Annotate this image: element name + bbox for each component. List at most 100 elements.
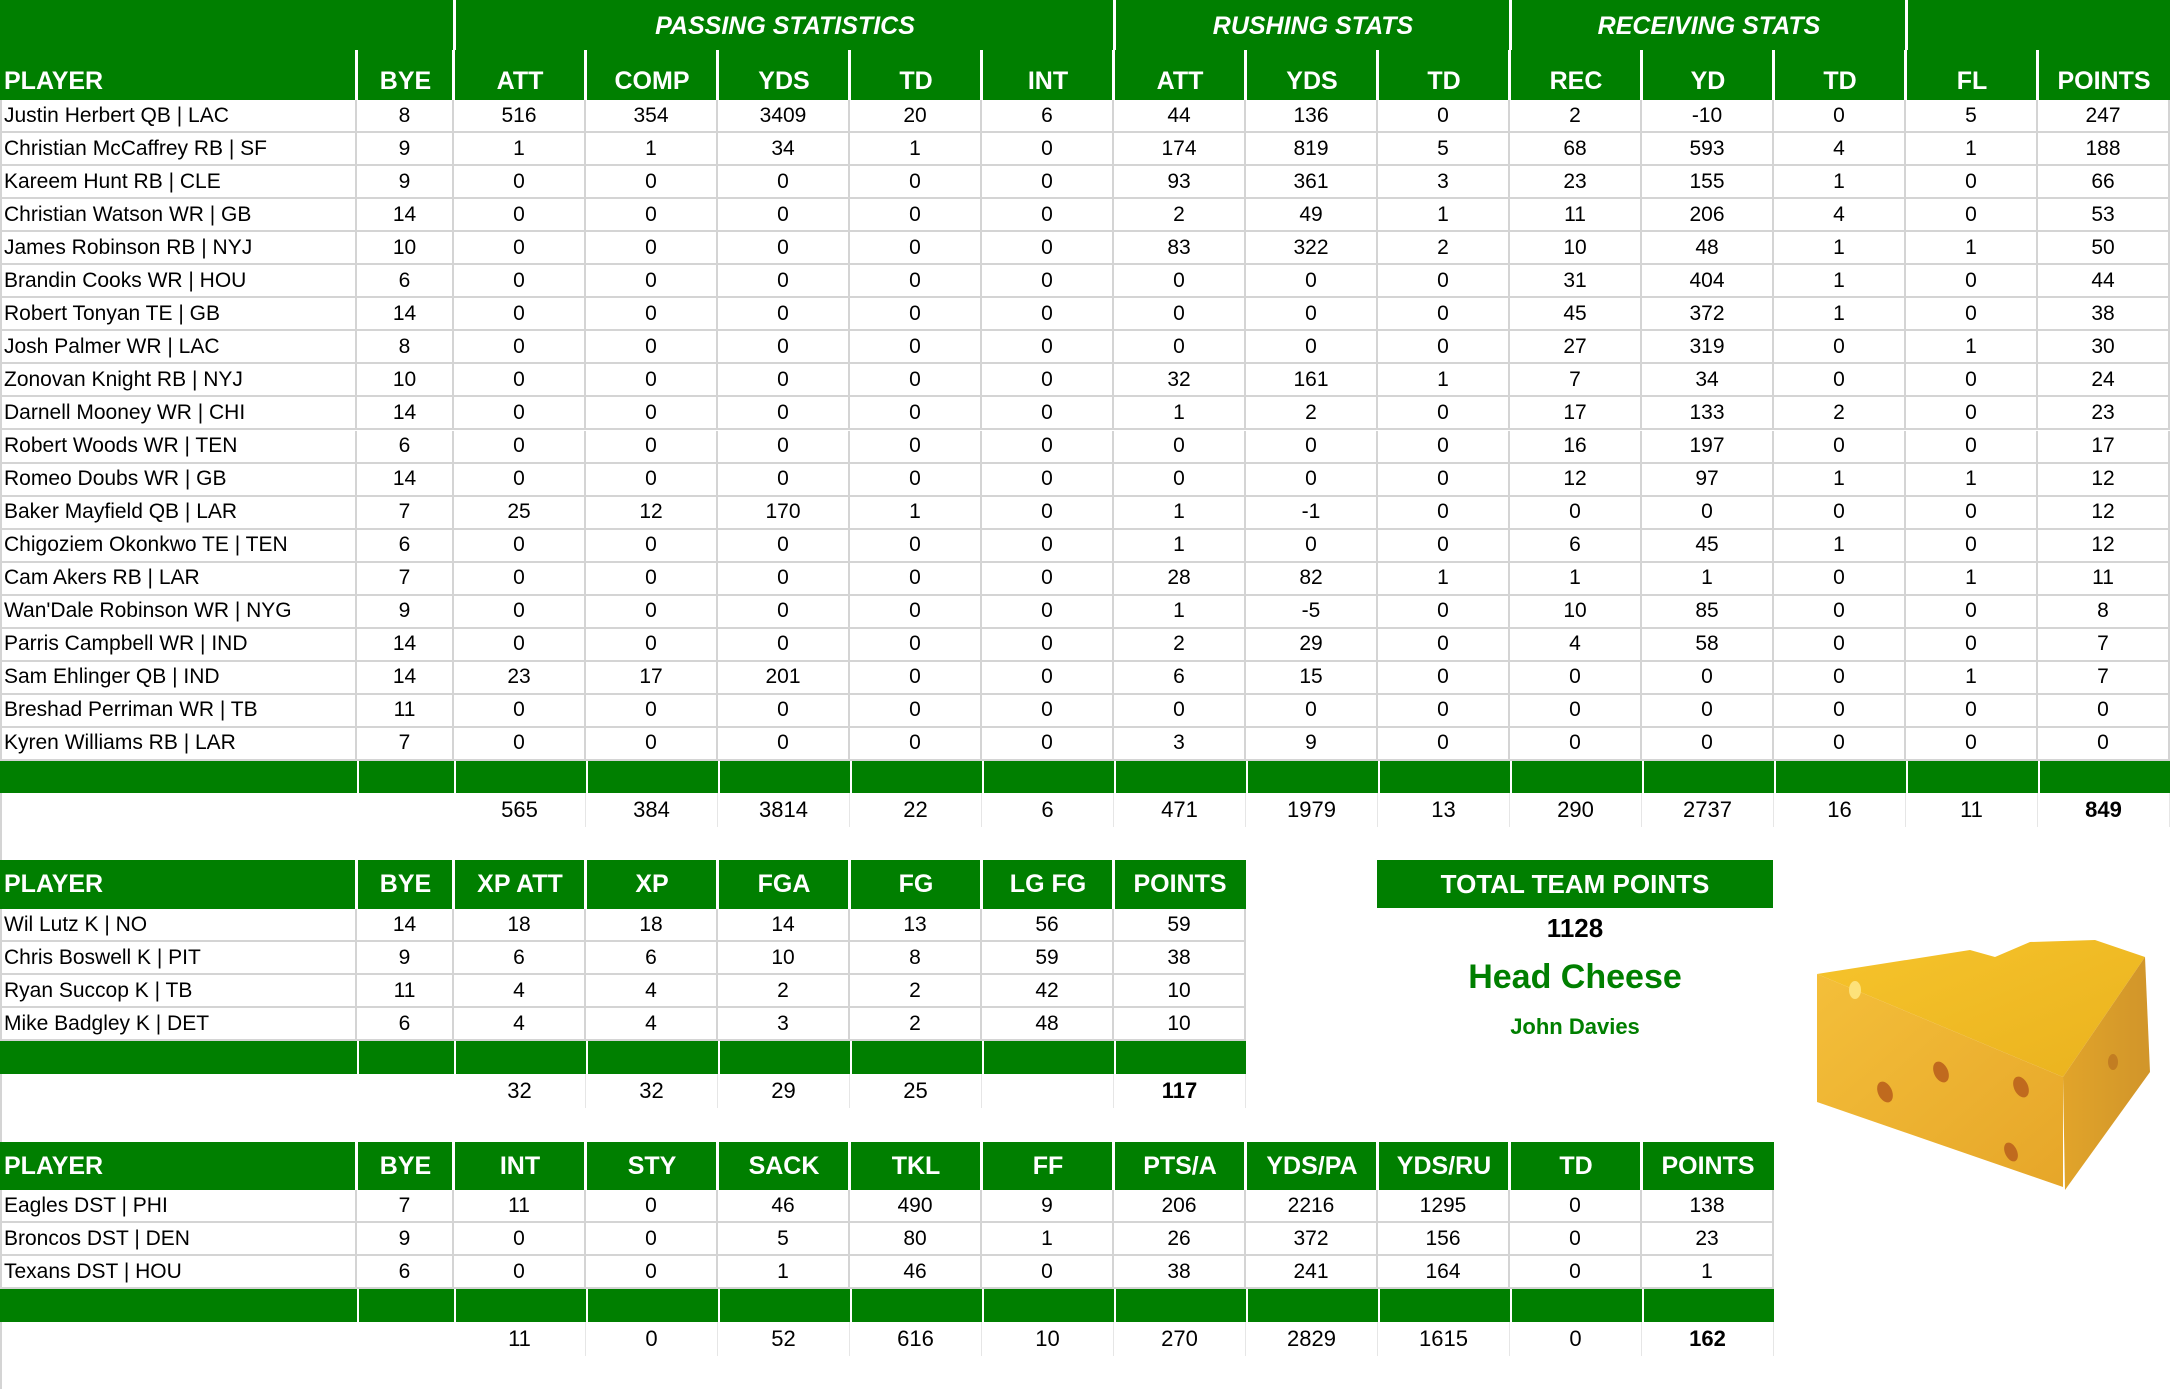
- column-header-xp[interactable]: XP: [586, 860, 718, 909]
- player-name-cell[interactable]: Sam Ehlinger QB | IND: [0, 661, 357, 695]
- stat-cell-yds-pa[interactable]: 2216: [1246, 1190, 1378, 1223]
- stat-cell-bye[interactable]: 6: [357, 529, 454, 563]
- stat-cell-bye[interactable]: 7: [357, 562, 454, 596]
- stat-cell-fl[interactable]: 0: [1906, 298, 2038, 332]
- stat-cell-bye[interactable]: 6: [357, 265, 454, 299]
- stat-cell-att[interactable]: 2: [1114, 199, 1246, 233]
- stat-cell-int[interactable]: 0: [982, 364, 1114, 398]
- stat-cell-td[interactable]: 1: [1774, 232, 1906, 266]
- stat-cell-bye[interactable]: 11: [357, 975, 454, 1008]
- stat-cell-yds[interactable]: 0: [1246, 265, 1378, 299]
- stat-cell-td[interactable]: 0: [1378, 100, 1510, 134]
- stat-cell-att[interactable]: 174: [1114, 133, 1246, 167]
- stat-cell-comp[interactable]: 17: [586, 661, 718, 695]
- stat-cell-rec[interactable]: 0: [1510, 661, 1642, 695]
- stat-cell-td[interactable]: 0: [1378, 595, 1510, 629]
- stat-cell-rec[interactable]: 1: [1510, 562, 1642, 596]
- stat-cell-td[interactable]: 1: [1774, 166, 1906, 200]
- stat-cell-int[interactable]: 0: [982, 133, 1114, 167]
- stat-cell-lg-fg[interactable]: 56: [982, 909, 1114, 942]
- stat-cell-bye[interactable]: 10: [357, 232, 454, 266]
- stat-cell-xp[interactable]: 4: [586, 975, 718, 1008]
- stat-cell-points[interactable]: 12: [2038, 529, 2170, 563]
- stat-cell-fg[interactable]: 8: [850, 942, 982, 975]
- stat-cell-att[interactable]: 0: [454, 298, 586, 332]
- stat-cell-comp[interactable]: 0: [586, 199, 718, 233]
- stat-cell-points[interactable]: 1: [1642, 1256, 1774, 1289]
- stat-cell-td[interactable]: 0: [1774, 595, 1906, 629]
- stat-cell-bye[interactable]: 14: [357, 628, 454, 662]
- stat-cell-comp[interactable]: 0: [586, 529, 718, 563]
- stat-cell-points[interactable]: 12: [2038, 463, 2170, 497]
- stat-cell-td[interactable]: 0: [1774, 430, 1906, 464]
- stat-cell-td[interactable]: 0: [1774, 727, 1906, 761]
- stat-cell-int[interactable]: 0: [982, 430, 1114, 464]
- stat-cell-att[interactable]: 83: [1114, 232, 1246, 266]
- stat-cell-att[interactable]: 0: [1114, 298, 1246, 332]
- stat-cell-int[interactable]: 0: [982, 694, 1114, 728]
- stat-cell-fl[interactable]: 1: [1906, 331, 2038, 365]
- stat-cell-td[interactable]: 0: [850, 463, 982, 497]
- stat-cell-yd[interactable]: 0: [1642, 727, 1774, 761]
- column-header-fg[interactable]: FG: [850, 860, 982, 909]
- stat-cell-xp-att[interactable]: 18: [454, 909, 586, 942]
- stat-cell-yds-ru[interactable]: 164: [1378, 1256, 1510, 1289]
- stat-cell-att[interactable]: 0: [454, 694, 586, 728]
- stat-cell-td[interactable]: 20: [850, 100, 982, 134]
- stat-cell-ff[interactable]: 9: [982, 1190, 1114, 1223]
- stat-cell-comp[interactable]: 0: [586, 562, 718, 596]
- column-header-yds-ru[interactable]: YDS/RU: [1378, 1142, 1510, 1190]
- column-header-yds-pa[interactable]: YDS/PA: [1246, 1142, 1378, 1190]
- stat-cell-yds[interactable]: 82: [1246, 562, 1378, 596]
- stat-cell-yds[interactable]: 0: [718, 166, 850, 200]
- stat-cell-att[interactable]: 0: [454, 562, 586, 596]
- stat-cell-int[interactable]: 0: [982, 331, 1114, 365]
- stat-cell-yds[interactable]: 136: [1246, 100, 1378, 134]
- stat-cell-td[interactable]: 2: [1378, 232, 1510, 266]
- stat-cell-int[interactable]: 6: [982, 100, 1114, 134]
- stat-cell-bye[interactable]: 9: [357, 942, 454, 975]
- stat-cell-yd[interactable]: 0: [1642, 496, 1774, 530]
- stat-cell-td[interactable]: 0: [850, 397, 982, 431]
- column-header-td[interactable]: TD: [1510, 1142, 1642, 1190]
- stat-cell-comp[interactable]: 0: [586, 331, 718, 365]
- stat-cell-td[interactable]: 0: [1378, 496, 1510, 530]
- stat-cell-att[interactable]: 0: [454, 265, 586, 299]
- column-header-td[interactable]: TD: [850, 50, 982, 100]
- stat-cell-yds[interactable]: 0: [718, 430, 850, 464]
- stat-cell-bye[interactable]: 10: [357, 364, 454, 398]
- player-name-cell[interactable]: Justin Herbert QB | LAC: [0, 100, 357, 134]
- stat-cell-yds[interactable]: 0: [718, 298, 850, 332]
- stat-cell-td[interactable]: 5: [1378, 133, 1510, 167]
- stat-cell-yds[interactable]: -1: [1246, 496, 1378, 530]
- stat-cell-yd[interactable]: 404: [1642, 265, 1774, 299]
- stat-cell-td[interactable]: 0: [850, 661, 982, 695]
- stat-cell-yds[interactable]: 49: [1246, 199, 1378, 233]
- stat-cell-comp[interactable]: 0: [586, 628, 718, 662]
- stat-cell-bye[interactable]: 7: [357, 1190, 454, 1223]
- stat-cell-int[interactable]: 0: [454, 1256, 586, 1289]
- stat-cell-points[interactable]: 66: [2038, 166, 2170, 200]
- stat-cell-td[interactable]: 4: [1774, 199, 1906, 233]
- player-name-cell[interactable]: Christian McCaffrey RB | SF: [0, 133, 357, 167]
- stat-cell-rec[interactable]: 68: [1510, 133, 1642, 167]
- stat-cell-yds[interactable]: 0: [718, 397, 850, 431]
- stat-cell-fga[interactable]: 10: [718, 942, 850, 975]
- stat-cell-yds[interactable]: 0: [718, 727, 850, 761]
- stat-cell-points[interactable]: 23: [1642, 1223, 1774, 1256]
- stat-cell-att[interactable]: 0: [1114, 331, 1246, 365]
- stat-cell-att[interactable]: 1: [1114, 595, 1246, 629]
- stat-cell-ff[interactable]: 0: [982, 1256, 1114, 1289]
- column-header-sty[interactable]: STY: [586, 1142, 718, 1190]
- stat-cell-yd[interactable]: 0: [1642, 694, 1774, 728]
- player-name-cell[interactable]: Parris Campbell WR | IND: [0, 628, 357, 662]
- stat-cell-att[interactable]: 1: [1114, 529, 1246, 563]
- stat-cell-tkl[interactable]: 490: [850, 1190, 982, 1223]
- stat-cell-yds[interactable]: 0: [1246, 463, 1378, 497]
- stat-cell-td[interactable]: 0: [1378, 694, 1510, 728]
- stat-cell-td[interactable]: 0: [1510, 1256, 1642, 1289]
- stat-cell-yds[interactable]: 34: [718, 133, 850, 167]
- stat-cell-td[interactable]: 0: [850, 529, 982, 563]
- player-name-cell[interactable]: Breshad Perriman WR | TB: [0, 694, 357, 728]
- stat-cell-points[interactable]: 30: [2038, 331, 2170, 365]
